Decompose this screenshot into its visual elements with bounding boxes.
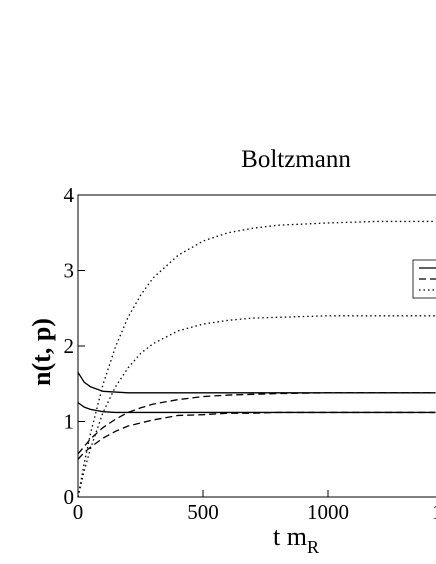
x-tick-label: 0 bbox=[73, 500, 84, 524]
y-tick-label: 4 bbox=[64, 183, 75, 207]
series-line bbox=[77, 411, 436, 460]
x-tick-label: 500 bbox=[187, 500, 219, 524]
y-tick-label: 2 bbox=[64, 334, 75, 358]
series-line bbox=[77, 392, 436, 455]
y-axis-label: n(t, p) bbox=[27, 318, 56, 386]
x-axis-label-sub: R bbox=[307, 537, 319, 557]
x-axis-label-main: t m bbox=[273, 522, 307, 551]
chart-title: Boltzmann bbox=[241, 146, 351, 173]
y-tick-label: 3 bbox=[64, 259, 75, 283]
y-tick-label: 1 bbox=[64, 410, 75, 434]
plot-frame bbox=[77, 194, 436, 498]
y-tick-label: 0 bbox=[64, 485, 75, 509]
series-line bbox=[77, 372, 436, 394]
x-axis-label: t mR bbox=[273, 522, 319, 557]
series-line bbox=[77, 220, 436, 498]
x-tick-label: 1500 bbox=[432, 500, 436, 524]
x-tick-label: 1000 bbox=[307, 500, 349, 524]
series-line bbox=[77, 315, 436, 498]
